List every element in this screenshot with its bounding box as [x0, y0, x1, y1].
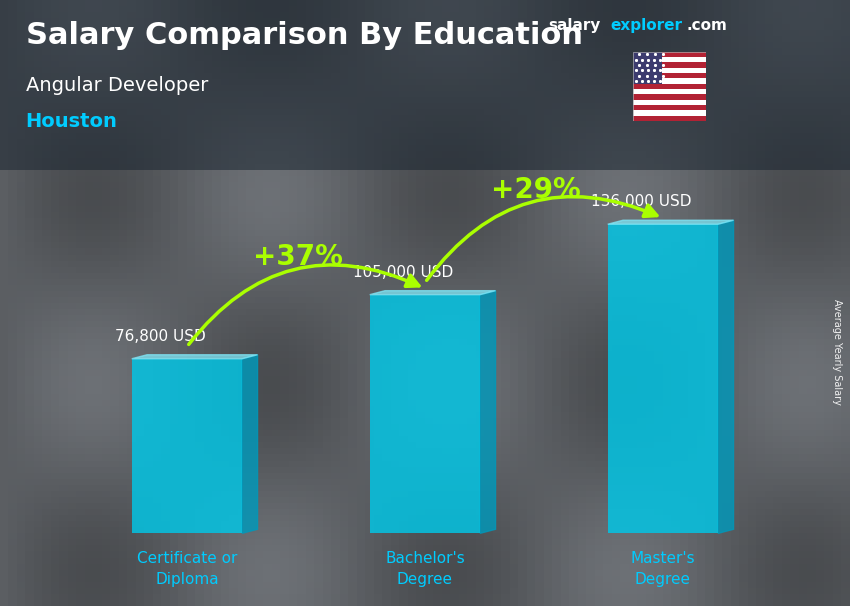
Bar [633, 78, 706, 84]
Polygon shape [608, 220, 734, 224]
Text: Average Yearly Salary: Average Yearly Salary [832, 299, 842, 404]
Bar [608, 224, 718, 533]
Polygon shape [132, 355, 258, 359]
Text: Certificate or
Diploma: Certificate or Diploma [137, 551, 237, 587]
Bar [633, 110, 706, 116]
Text: salary: salary [548, 18, 601, 33]
Polygon shape [480, 291, 496, 533]
Text: explorer: explorer [610, 18, 683, 33]
Text: Salary Comparison By Education: Salary Comparison By Education [26, 21, 582, 50]
Text: Houston: Houston [26, 112, 117, 131]
Text: 105,000 USD: 105,000 USD [353, 264, 453, 279]
Bar [633, 95, 706, 100]
Bar [633, 52, 662, 84]
Bar [633, 52, 706, 57]
Text: 136,000 USD: 136,000 USD [591, 194, 691, 209]
Text: +29%: +29% [490, 176, 581, 204]
Bar [633, 57, 706, 62]
Bar [633, 84, 706, 89]
Polygon shape [370, 291, 496, 295]
Text: +37%: +37% [252, 243, 343, 271]
Text: Angular Developer: Angular Developer [26, 76, 208, 95]
Bar [132, 359, 242, 533]
Bar [633, 73, 706, 78]
Bar [633, 62, 706, 68]
Bar [0, 0, 850, 170]
Polygon shape [242, 355, 258, 533]
Bar [633, 105, 706, 110]
Text: .com: .com [687, 18, 728, 33]
Text: Bachelor's
Degree: Bachelor's Degree [385, 551, 465, 587]
Text: Master's
Degree: Master's Degree [631, 551, 695, 587]
Bar [633, 68, 706, 73]
Bar [370, 295, 480, 533]
Bar [633, 100, 706, 105]
Polygon shape [718, 220, 734, 533]
Text: 76,800 USD: 76,800 USD [115, 328, 206, 344]
Bar [633, 116, 706, 121]
Bar [633, 89, 706, 95]
